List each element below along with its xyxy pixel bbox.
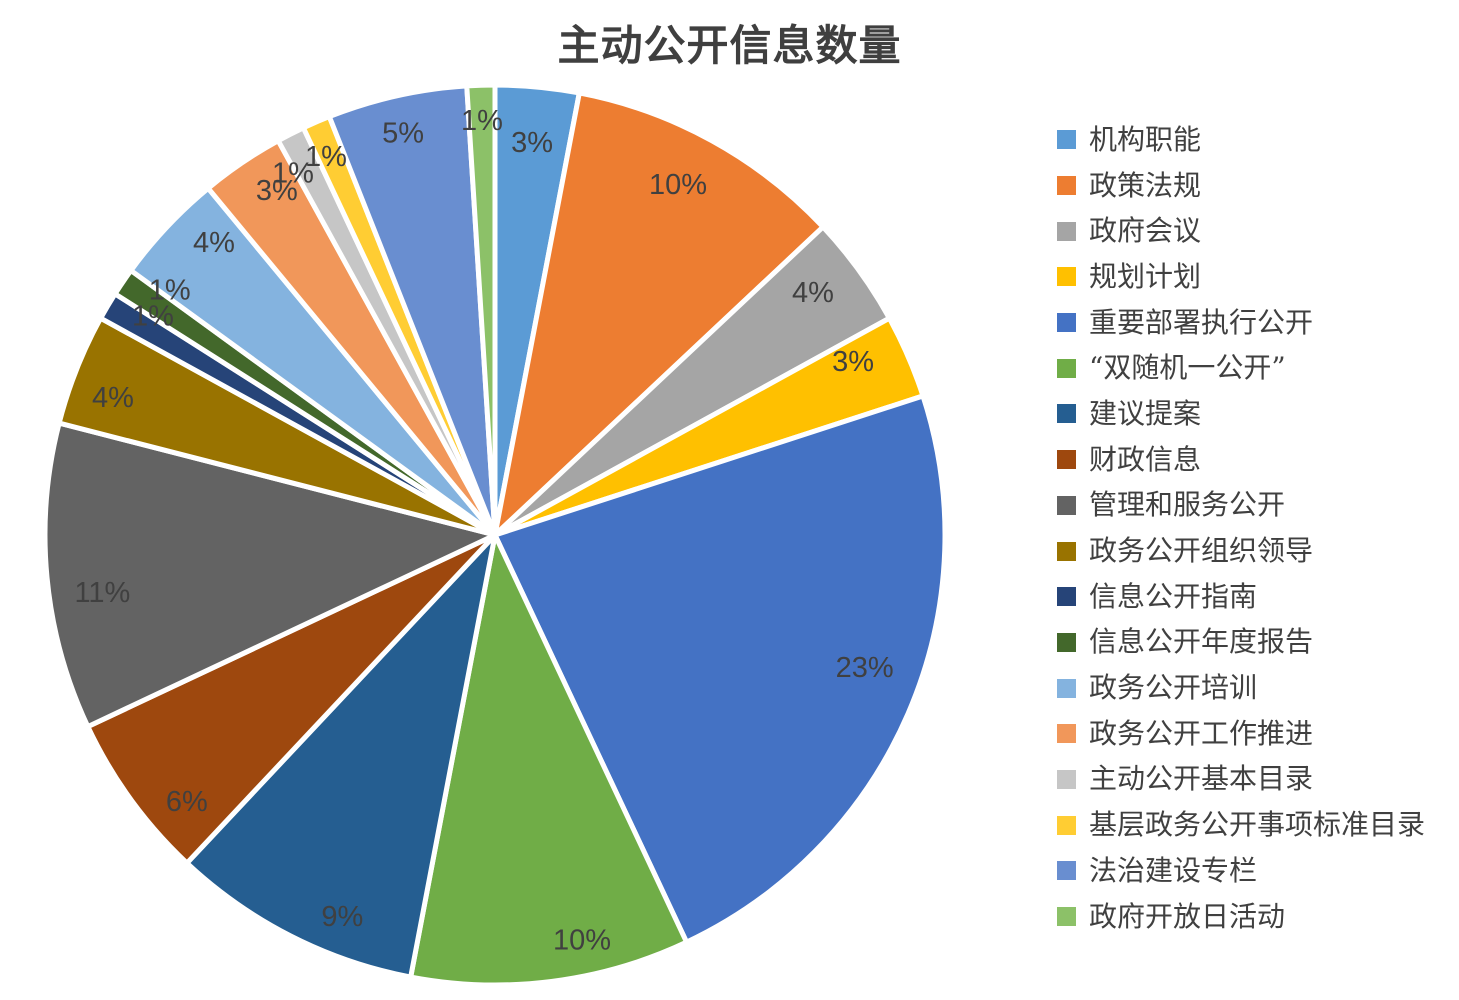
legend-swatch — [1057, 450, 1076, 470]
legend-item-label: 政府会议 — [1089, 214, 1202, 248]
pie-slice — [491, 90, 827, 543]
pie-slices-group — [42, 82, 948, 988]
legend-swatch — [1057, 130, 1076, 150]
legend-swatch — [1057, 495, 1076, 515]
pie-slice-percent-label: 4% — [193, 227, 235, 259]
legend-item-label: 政府开放日活动 — [1089, 899, 1286, 933]
legend-item-label: 规划计划 — [1089, 259, 1202, 293]
pie-slice — [464, 82, 498, 536]
legend-item-label: 机构职能 — [1089, 122, 1202, 156]
legend-item: 信息公开年度报告 — [1057, 620, 1425, 666]
legend-item: 重要部署执行公开 — [1057, 300, 1425, 346]
pie-slice-percent-label: 3% — [256, 175, 298, 207]
legend-item: 机构职能 — [1057, 117, 1425, 163]
pie-slice — [183, 527, 500, 980]
pie-slice-percent-label: 1% — [461, 105, 503, 137]
legend-item-label: 信息公开年度报告 — [1089, 625, 1314, 659]
legend-swatch — [1057, 632, 1076, 652]
pie-slice — [42, 420, 503, 730]
legend-item: 政务公开培训 — [1057, 665, 1425, 711]
legend-item: 规划计划 — [1057, 254, 1425, 300]
pie-slice-percent-label: 1% — [149, 275, 191, 307]
pie-slice-percent-label: 23% — [836, 652, 894, 684]
legend-item-label: 政务公开组织领导 — [1089, 534, 1314, 568]
legend-item: 信息公开指南 — [1057, 574, 1425, 620]
legend-swatch — [1057, 769, 1076, 789]
pie-slice-percent-label: 1% — [305, 141, 347, 173]
legend-swatch — [1057, 678, 1076, 698]
pie-slice-percent-label: 10% — [553, 925, 611, 957]
legend-swatch — [1057, 587, 1076, 607]
chart-title: 主动公开信息数量 — [557, 21, 902, 70]
legend-swatch — [1057, 221, 1076, 241]
legend-swatch — [1057, 358, 1076, 378]
legend-item-label: 政务公开培训 — [1089, 671, 1258, 705]
legend-item: 政策法规 — [1057, 163, 1425, 209]
legend: 机构职能政策法规政府会议规划计划重要部署执行公开 “双随机一公开” 建议提案财政信息… — [1057, 117, 1425, 939]
pie-slice-percent-label: 6% — [166, 786, 208, 818]
legend-item: 主动公开基本目录 — [1057, 757, 1425, 803]
pie-slice-percent-label: 4% — [792, 277, 834, 309]
legend-item-label: 法治建设专栏 — [1089, 853, 1258, 887]
legend-swatch — [1057, 313, 1076, 333]
legend-item-label: 重要部署执行公开 — [1089, 305, 1314, 339]
pie-slice-percent-label: 9% — [321, 901, 363, 933]
legend-swatch — [1057, 176, 1076, 196]
legend-swatch — [1057, 861, 1076, 881]
legend-item: 财政信息 — [1057, 437, 1425, 483]
legend-item-label: 财政信息 — [1089, 442, 1202, 476]
pie-slice-percent-label: 5% — [382, 118, 424, 150]
legend-swatch — [1057, 267, 1076, 287]
pie-slice — [407, 526, 690, 988]
legend-item: 政务公开组织领导 — [1057, 528, 1425, 574]
legend-item-label: 基层政务公开事项标准目录 — [1089, 808, 1426, 842]
pie-slice-percent-label: 10% — [649, 169, 707, 201]
legend-item: 建议提案 — [1057, 391, 1425, 437]
legend-item-label: “双随机一公开” — [1089, 351, 1286, 385]
legend-swatch — [1057, 541, 1076, 561]
pie-slice-percent-label: 1% — [132, 300, 174, 332]
legend-swatch — [1057, 815, 1076, 835]
legend-item-label: 建议提案 — [1089, 396, 1202, 430]
legend-item: “双随机一公开” — [1057, 345, 1425, 391]
legend-swatch — [1057, 404, 1076, 424]
legend-item-label: 政务公开工作推进 — [1089, 716, 1314, 750]
pie-slice-percent-label: 3% — [832, 346, 874, 378]
legend-item: 政府会议 — [1057, 208, 1425, 254]
legend-swatch — [1057, 724, 1076, 744]
pie-slice-percent-label: 3% — [511, 127, 553, 159]
pie-slice — [84, 532, 497, 867]
legend-item-label: 主动公开基本目录 — [1089, 762, 1314, 796]
legend-item: 政务公开工作推进 — [1057, 711, 1425, 757]
legend-item: 法治建设专栏 — [1057, 848, 1425, 894]
pie-slice-percent-label: 1% — [272, 158, 314, 190]
pie-slice-percent-label: 4% — [92, 382, 134, 414]
legend-swatch — [1057, 907, 1076, 927]
legend-item-label: 信息公开指南 — [1089, 579, 1258, 613]
legend-item-label: 政策法规 — [1089, 168, 1202, 202]
legend-item: 管理和服务公开 — [1057, 483, 1425, 529]
pie-labels-group: 3%10%4%3%23%10%9%6%11%4%1%1%4%3%1%1%5% 1% — [74, 105, 893, 957]
legend-item: 政府开放日活动 — [1057, 894, 1425, 940]
legend-item: 基层政务公开事项标准目录 — [1057, 802, 1425, 848]
pie-slice — [491, 392, 948, 946]
pie-slice-percent-label: 11% — [74, 577, 130, 609]
legend-item-label: 管理和服务公开 — [1089, 488, 1286, 522]
